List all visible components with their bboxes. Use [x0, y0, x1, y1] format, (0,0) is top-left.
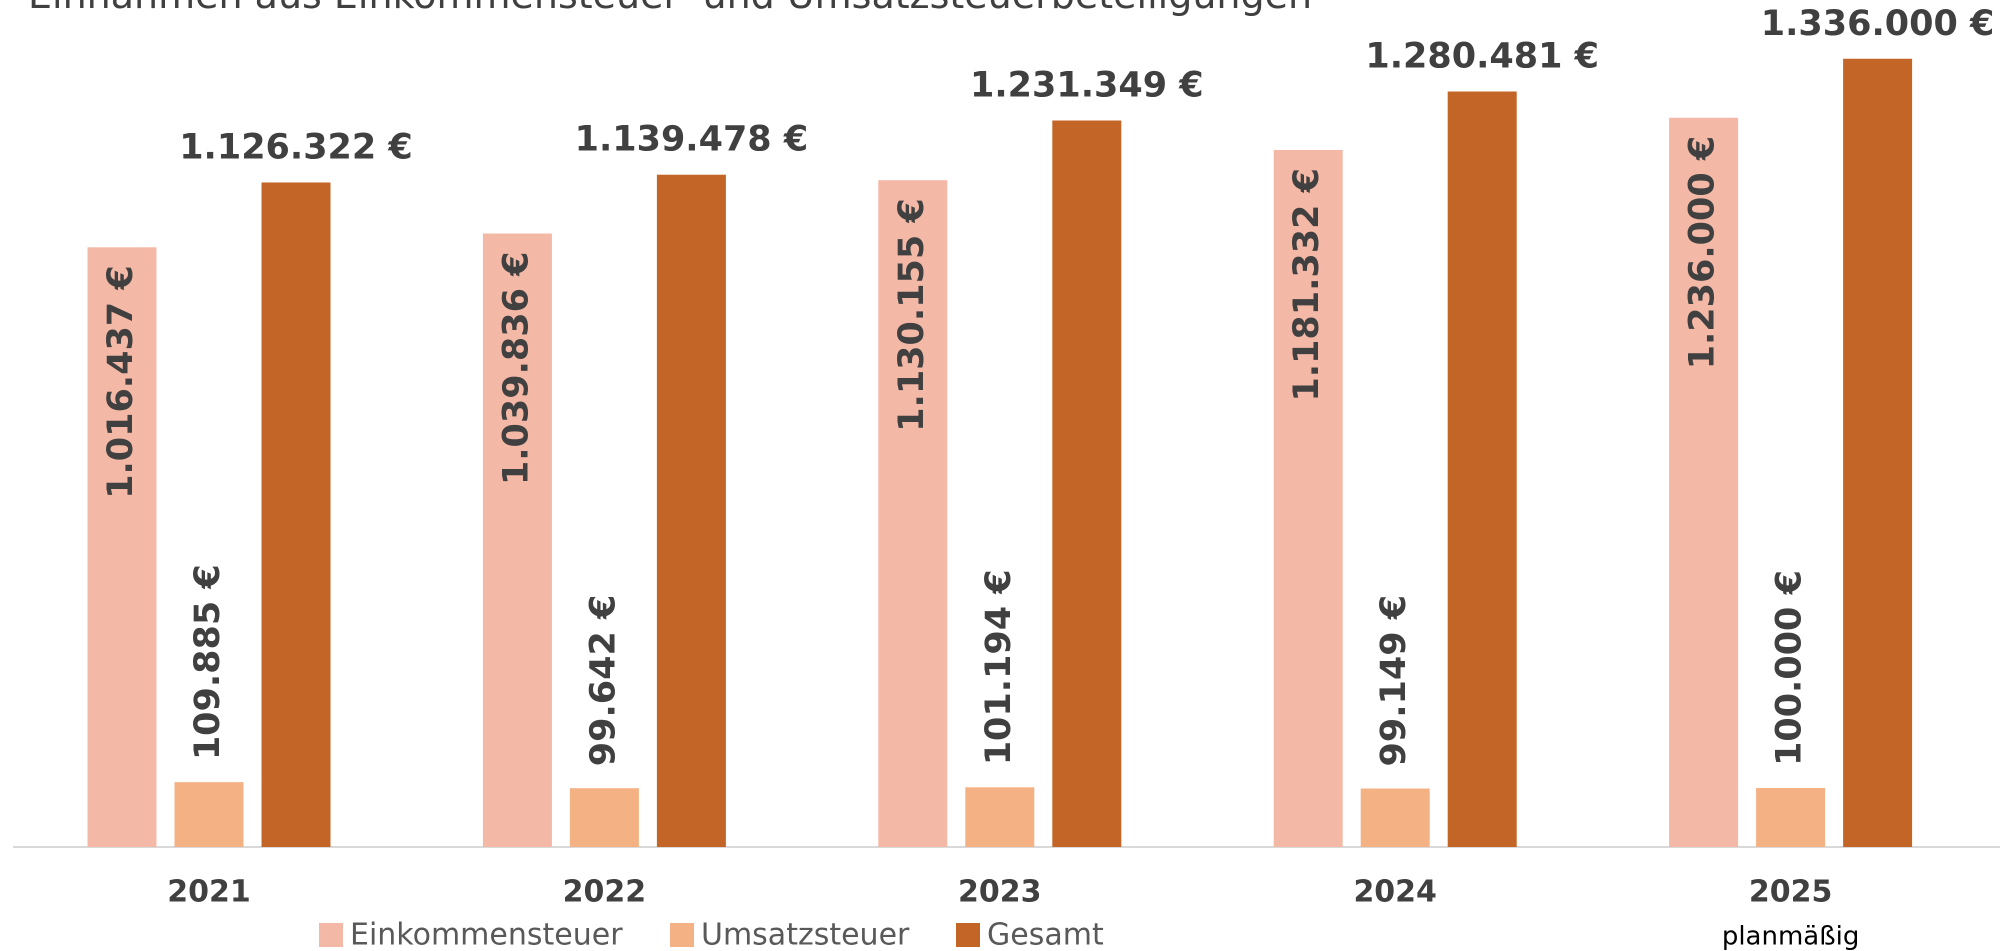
data-label: 1.280.481 € [1365, 37, 1599, 77]
legend-label: Gesamt [987, 918, 1104, 951]
bar [261, 182, 331, 847]
bar [1756, 788, 1826, 847]
bar [174, 782, 244, 847]
legend-swatch [956, 923, 980, 947]
legend-label: Einkommensteuer [350, 918, 623, 951]
data-label: 1.139.478 € [575, 120, 809, 160]
data-label: 1.181.332 € [1287, 168, 1327, 402]
data-label: 1.231.349 € [970, 66, 1204, 106]
data-label: 101.194 € [979, 569, 1019, 765]
bar [965, 787, 1035, 847]
data-label: 1.039.836 € [496, 251, 536, 485]
data-label: 1.336.000 € [1761, 4, 1995, 44]
bar [87, 247, 157, 847]
data-label: 1.126.322 € [179, 127, 413, 167]
data-label: 99.642 € [583, 595, 623, 767]
bar [1447, 91, 1517, 847]
x-tick-label: 2024 [1353, 875, 1437, 910]
x-tick-label: 2023 [958, 875, 1042, 910]
data-label: 100.000 € [1770, 570, 1810, 766]
data-label: 1.130.155 € [892, 198, 932, 432]
legend-label: Umsatzsteuer [701, 918, 910, 951]
bar [1273, 150, 1343, 848]
legend-swatch [670, 923, 694, 947]
data-label: 99.149 € [1374, 595, 1414, 767]
data-label: 1.236.000 € [1683, 136, 1723, 370]
bar [1669, 117, 1739, 847]
x-tick-label: 2025 [1749, 875, 1833, 910]
legend-swatch [319, 923, 343, 947]
bar [1360, 788, 1430, 847]
x-tick-label: 2021 [167, 875, 251, 910]
data-label: 109.885 € [188, 564, 228, 760]
bar [569, 788, 639, 847]
chart-title: Einnahmen aus Einkommensteuer- und Umsat… [28, 0, 1312, 17]
bar [878, 180, 948, 847]
annotation: planmäßig [1722, 922, 1860, 951]
bar [656, 174, 726, 847]
bar [1052, 120, 1122, 847]
x-tick-label: 2022 [563, 875, 647, 910]
data-label: 1.016.437 € [101, 265, 141, 499]
bar [482, 233, 552, 847]
bar [1843, 58, 1913, 847]
